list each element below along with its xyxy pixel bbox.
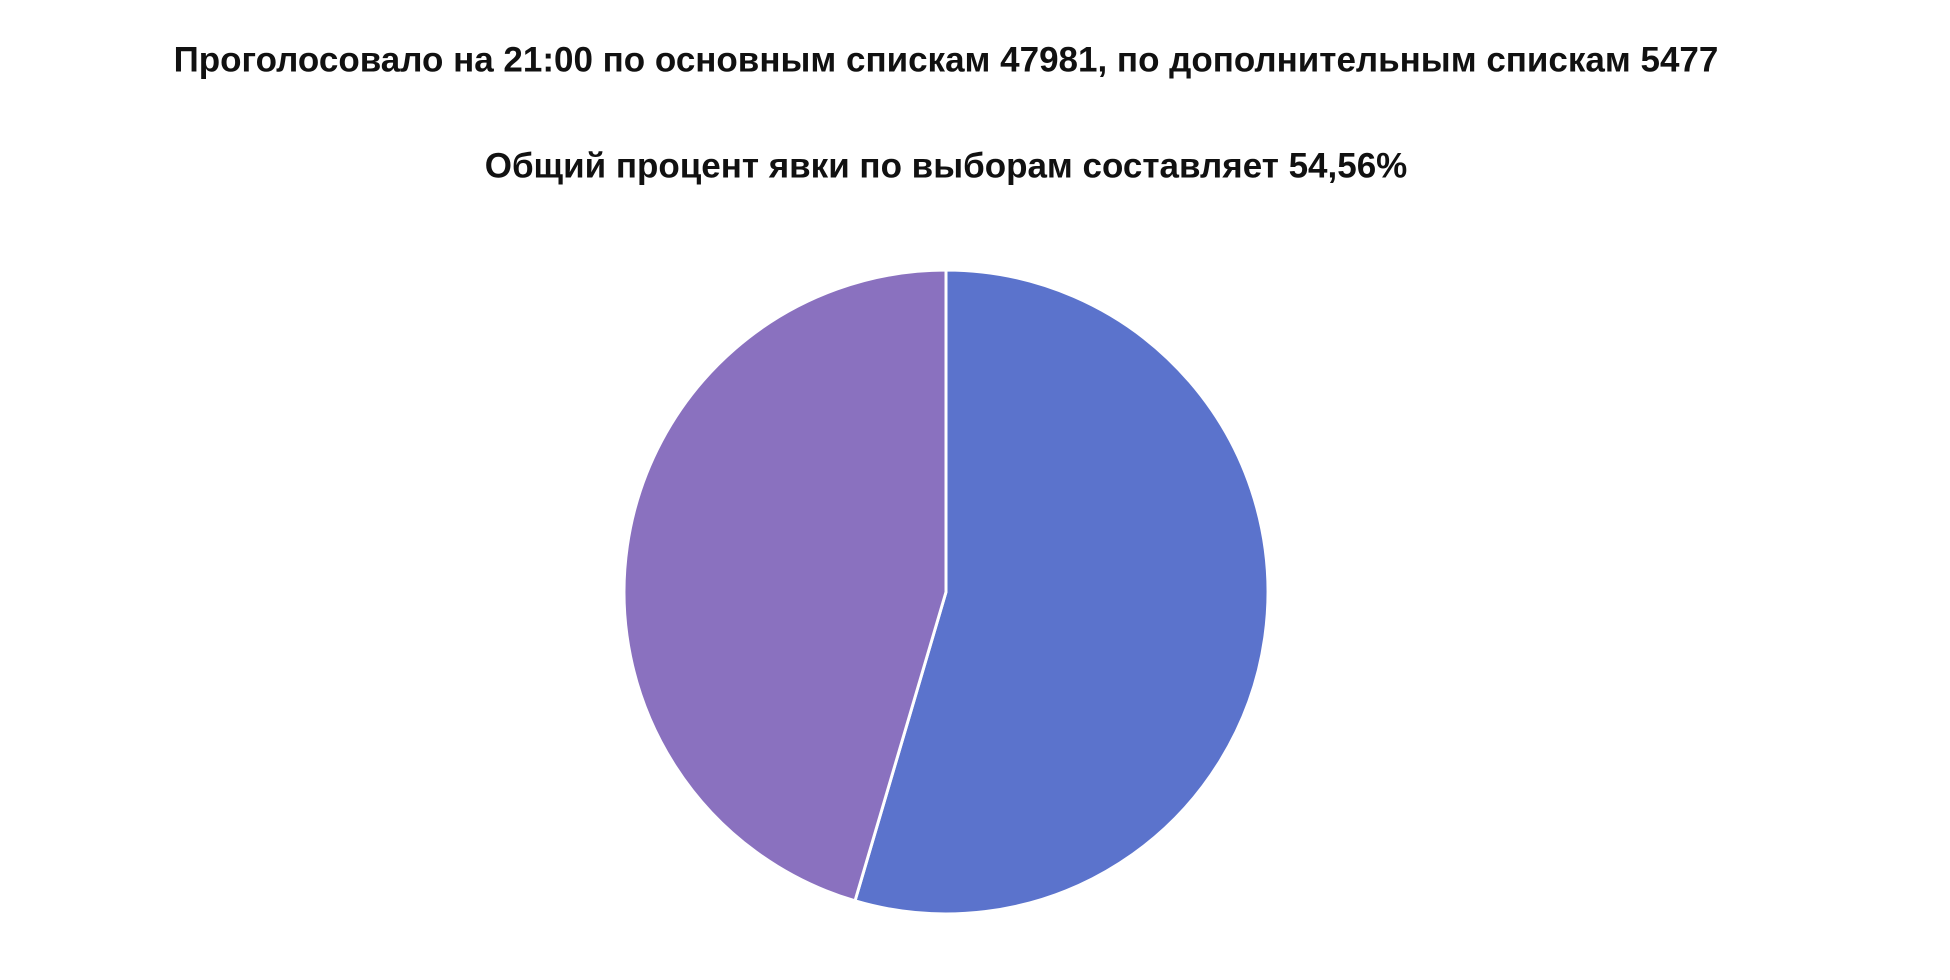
pie-slice <box>622 268 948 903</box>
pie-slice <box>853 268 1270 916</box>
chart-title: Проголосовало на 21:00 по основным списк… <box>174 40 1719 79</box>
chart-subtitle: Общий процент явки по выборам составляет… <box>485 146 1408 185</box>
